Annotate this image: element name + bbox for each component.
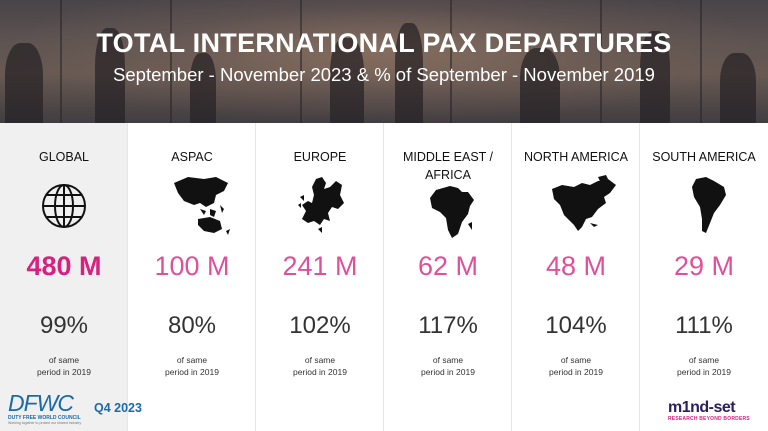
region-name: GLOBAL xyxy=(38,150,90,164)
region-name: SOUTH AMERICA xyxy=(652,150,756,164)
percent-note: of same period in 2019 xyxy=(421,355,475,377)
africa-map-icon xyxy=(428,181,478,243)
region-name: NORTH AMERICA xyxy=(524,150,628,164)
departures-value: 29 M xyxy=(673,251,735,281)
percent-note: of same period in 2019 xyxy=(293,355,347,377)
region-name: MIDDLE EAST / AFRICA xyxy=(402,150,494,182)
quarter-label: Q4 2023 xyxy=(94,401,142,415)
south-america-map-icon xyxy=(690,175,730,237)
region-column-aspac: ASPAC 100 M 80% of same period in 2019 xyxy=(128,123,256,431)
region-column-global: GLOBAL 480 M 99% of same period in 2019 xyxy=(0,123,128,431)
globe-icon xyxy=(34,175,94,237)
dfwc-logo: DFWC DUTY FREE WORLD COUNCIL Working tog… xyxy=(8,390,82,426)
percent-of-2019: 117% xyxy=(418,312,478,339)
region-column-north-america: NORTH AMERICA 48 M 104% of same period in… xyxy=(512,123,640,431)
percent-of-2019: 111% xyxy=(675,312,733,339)
departures-value: 480 M xyxy=(26,251,102,281)
asia-pacific-map-icon xyxy=(170,175,234,237)
percent-note: of same period in 2019 xyxy=(677,355,731,377)
page-subtitle: September - November 2023 & % of Septemb… xyxy=(113,64,655,85)
percent-of-2019: 99% xyxy=(39,312,89,339)
region-columns: GLOBAL 480 M 99% of same period in 2019 A… xyxy=(0,123,768,431)
page-title: TOTAL INTERNATIONAL PAX DEPARTURES xyxy=(96,28,672,58)
percent-of-2019: 104% xyxy=(545,312,607,339)
region-column-europe: EUROPE 241 M 102% of same period in 2019 xyxy=(256,123,384,431)
departures-value: 100 M xyxy=(154,251,230,281)
region-name: ASPAC xyxy=(171,150,213,164)
region-column-middle-east-africa: MIDDLE EAST / AFRICA 62 M 117% of same pe… xyxy=(384,123,512,431)
departures-value: 241 M xyxy=(282,251,358,281)
europe-map-icon xyxy=(296,175,346,237)
mindset-logo: m1nd-set RESEARCH BEYOND BORDERS xyxy=(668,399,750,422)
region-name: EUROPE xyxy=(293,150,347,164)
departures-value: 62 M xyxy=(417,251,479,281)
percent-note: of same period in 2019 xyxy=(549,355,603,377)
percent-of-2019: 80% xyxy=(167,312,217,339)
region-column-south-america: SOUTH AMERICA 29 M 111% of same period in… xyxy=(640,123,768,431)
header-banner: TOTAL INTERNATIONAL PAX DEPARTURES Septe… xyxy=(0,0,768,123)
departures-value: 48 M xyxy=(545,251,607,281)
percent-note: of same period in 2019 xyxy=(37,355,91,377)
north-america-map-icon xyxy=(548,175,620,237)
percent-of-2019: 102% xyxy=(289,312,351,339)
percent-note: of same period in 2019 xyxy=(165,355,219,377)
